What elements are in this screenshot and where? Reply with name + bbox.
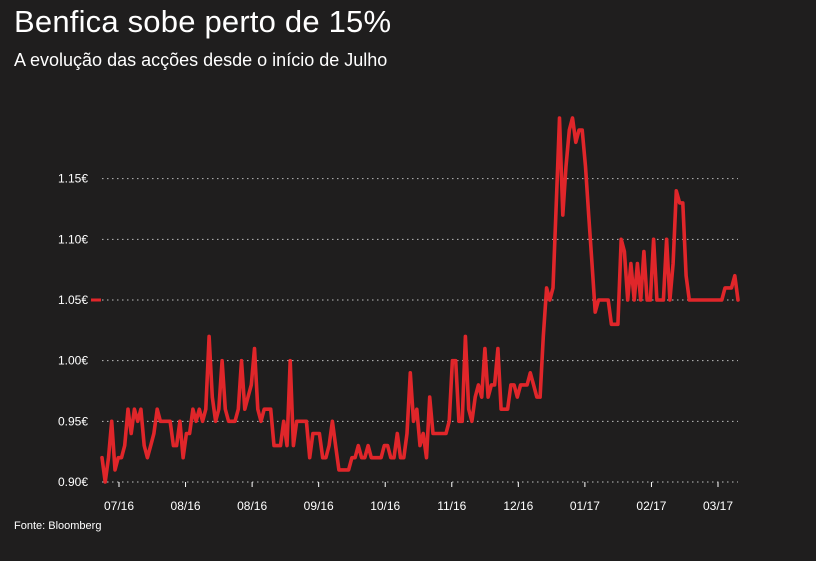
x-tick-label: 07/16 xyxy=(104,499,134,513)
grid-lines xyxy=(102,178,738,422)
x-tick-label: 08/16 xyxy=(171,499,201,513)
x-tick-label: 12/16 xyxy=(503,499,533,513)
y-tick-label: 0.90€ xyxy=(58,475,88,489)
y-tick-label: 1.10€ xyxy=(58,232,88,246)
x-tick-label: 03/17 xyxy=(703,499,733,513)
source-note: Fonte: Bloomberg xyxy=(14,520,102,532)
series-layer xyxy=(91,116,740,484)
y-tick-label: 0.95€ xyxy=(58,414,88,428)
price-line xyxy=(100,116,740,484)
chart-title: Benfica sobe perto de 15% xyxy=(14,4,392,39)
y-tick-label: 1.00€ xyxy=(58,354,88,368)
y-tick-label: 1.05€ xyxy=(58,293,88,307)
x-tick-label: 09/16 xyxy=(304,499,334,513)
x-tick-label: 01/17 xyxy=(570,499,600,513)
x-tick-label: 11/16 xyxy=(437,499,466,513)
x-tick-label: 08/16 xyxy=(237,499,267,513)
y-tick-label: 1.15€ xyxy=(58,172,88,186)
x-axis: 07/16 08/16 08/16 09/16 10/16 11/16 12/16 01/17… xyxy=(102,481,738,513)
last-value-marker xyxy=(91,298,101,302)
chart-subtitle: A evolução das acções desde o início de … xyxy=(14,50,388,70)
y-axis-ticks: 0.90€ 0.95€ 1.00€ 1.05€ 1.10€ 1.15€ xyxy=(58,172,88,489)
x-tick-label: 02/17 xyxy=(636,499,666,513)
x-tick-label: 10/16 xyxy=(370,499,400,513)
